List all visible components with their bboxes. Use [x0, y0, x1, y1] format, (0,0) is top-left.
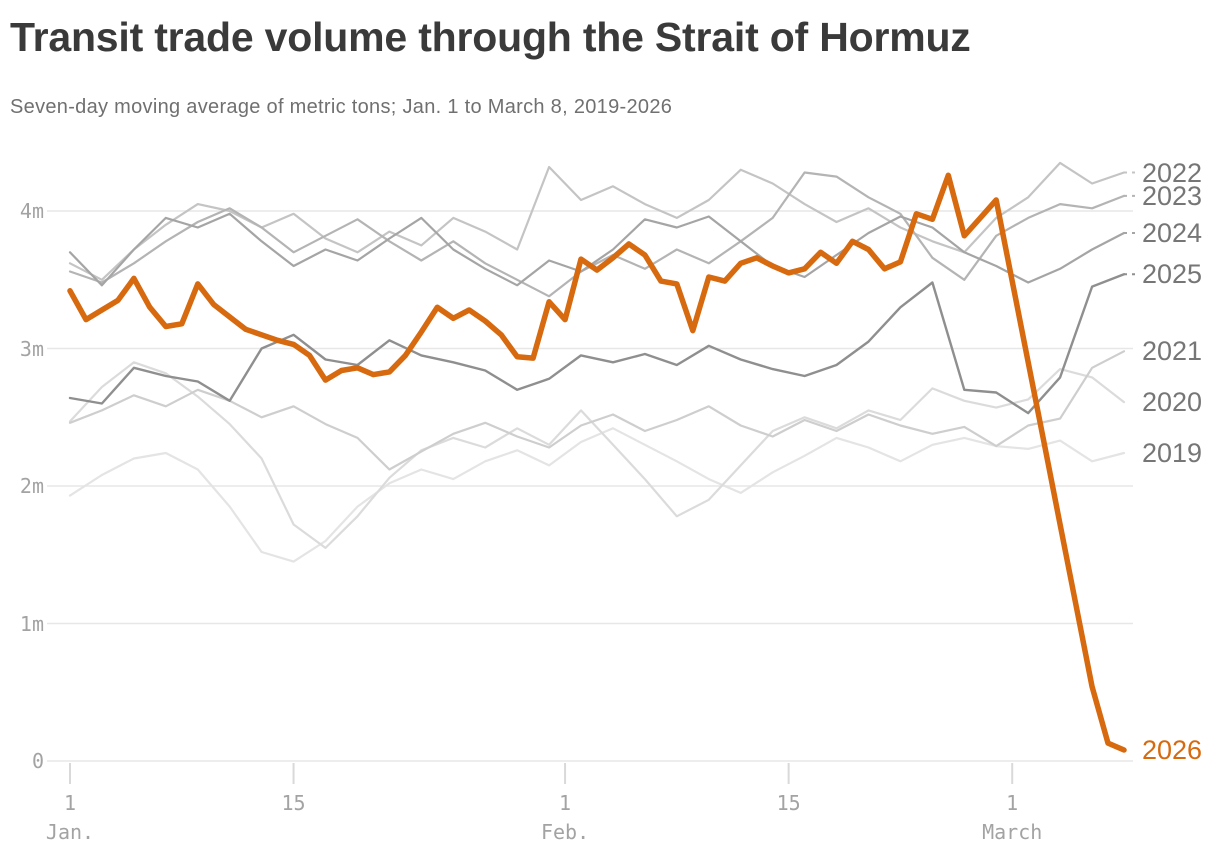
series-line-2020 [68, 361, 1126, 550]
x-tick-label-0: 1 Jan. [0, 792, 140, 843]
series-label-2024: 2024 [1142, 218, 1203, 248]
y-tick-label-2m: 2m [19, 474, 44, 498]
y-tick-label-0: 0 [31, 749, 44, 773]
series-label-2025: 2025 [1142, 259, 1203, 290]
x-tick-day: 1 [1006, 791, 1019, 815]
series-label-2019: 2019 [1142, 438, 1203, 468]
x-tick-month: Feb. [540, 820, 590, 844]
x-tick-day: 15 [776, 791, 801, 815]
series-line-2026 [67, 172, 1127, 753]
x-tick-label-4: 1 March [942, 792, 1082, 843]
series-line-2024 [68, 212, 1126, 287]
chart-subtitle: Seven-day moving average of metric tons;… [10, 96, 673, 118]
x-tick-label-1: 15 [224, 792, 364, 814]
series-line-2021 [68, 350, 1126, 471]
series-label-2023: 2023 [1142, 180, 1203, 211]
series-line-2023 [68, 171, 1126, 298]
x-tick-month: Jan. [45, 820, 95, 844]
series-label-2026: 2026 [1142, 735, 1203, 765]
series-label-2021: 2021 [1142, 336, 1203, 367]
x-tick-month: March [982, 820, 1043, 844]
chart-title: Transit trade volume through the Strait … [10, 14, 971, 60]
series-line-2019 [68, 427, 1126, 563]
x-tick-day: 1 [63, 791, 77, 815]
y-tick-label-3m: 3m [19, 336, 44, 361]
x-tick-day: 1 [559, 791, 572, 815]
series-label-2020: 2020 [1142, 387, 1203, 418]
y-tick-label-1m: 1m [19, 611, 44, 636]
x-tick-label-3: 15 [719, 792, 859, 814]
series-line-2025 [68, 273, 1126, 415]
series-line-2022 [68, 161, 1126, 281]
x-tick-day: 15 [281, 791, 306, 815]
x-tick-label-2: 1 Feb. [495, 792, 635, 843]
series-label-2022: 2022 [1142, 157, 1203, 188]
y-tick-label-4m: 4m [19, 199, 44, 223]
